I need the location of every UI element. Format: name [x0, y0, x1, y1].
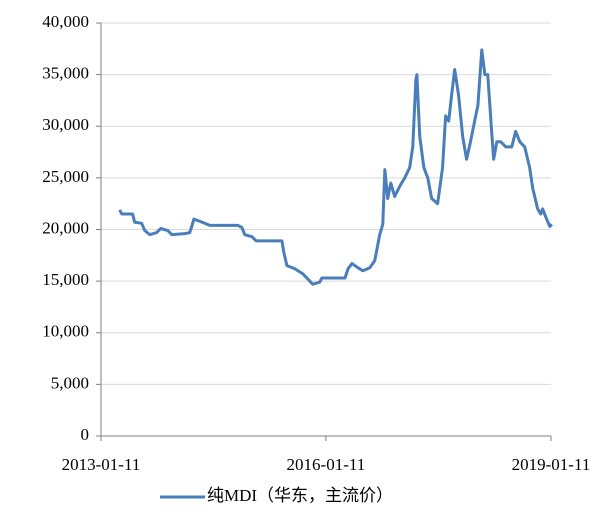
y-tick-label: 10,000: [42, 322, 89, 341]
x-tick-label: 2019-01-11: [512, 455, 591, 474]
y-tick-label: 15,000: [42, 270, 89, 289]
x-tick-label: 2016-01-11: [287, 455, 366, 474]
y-tick-label: 30,000: [42, 115, 89, 134]
y-tick-label: 0: [81, 425, 90, 444]
y-tick-label: 25,000: [42, 167, 89, 186]
y-tick-label: 35,000: [42, 64, 89, 83]
y-tick-label: 40,000: [42, 12, 89, 31]
y-tick-label: 20,000: [42, 218, 89, 237]
legend-label: 纯MDI（华东，主流价）: [207, 486, 393, 505]
y-tick-label: 5,000: [51, 373, 89, 392]
data-line: [118, 48, 553, 286]
x-tick-label: 2013-01-11: [62, 455, 141, 474]
